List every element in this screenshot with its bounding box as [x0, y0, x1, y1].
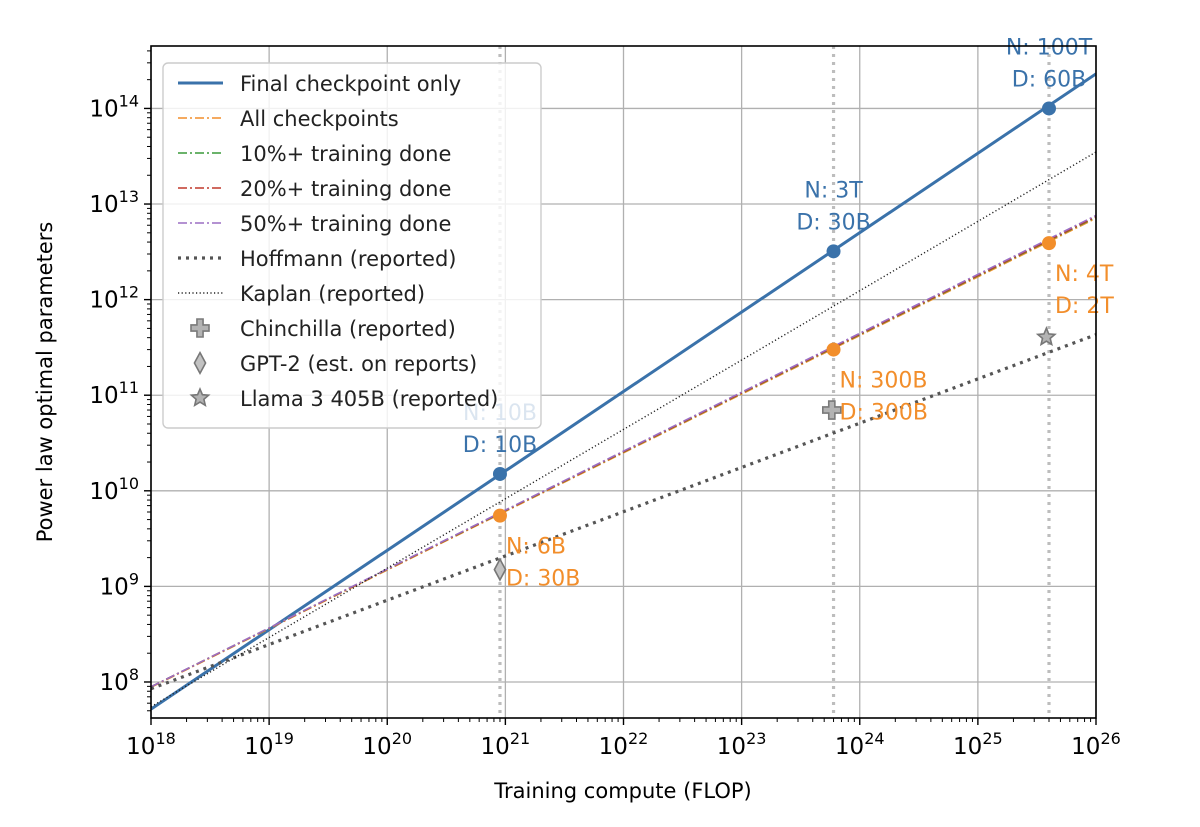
y-axis-ticks: 108 109 1010 1011 1012 1013 1014 [89, 50, 151, 712]
annotation-d: D: 30B [796, 210, 870, 235]
annotation-d: D: 10B [463, 433, 537, 458]
annotation-n: N: 300B [840, 369, 928, 394]
y-tick-label: 1011 [89, 378, 139, 409]
highlight-point [492, 466, 507, 481]
series-lines [151, 72, 1096, 711]
legend-label: Final checkpoint only [240, 72, 461, 96]
x-tick-label: 1023 [717, 729, 767, 760]
annotation-d: D: 60B [1012, 67, 1086, 92]
series-line [151, 214, 1096, 688]
highlight-points [492, 101, 1056, 523]
legend-label: All checkpoints [240, 107, 399, 131]
legend-label: 20%+ training done [240, 177, 451, 201]
annotation-d: D: 30B [506, 567, 580, 592]
x-axis-ticks: 1018 1019 1020 1021 1022 1023 1024 1025 1026 [126, 718, 1121, 760]
y-tick-label: 109 [100, 569, 139, 600]
x-axis-label: Training compute (FLOP) [493, 779, 751, 803]
reference-model-markers [493, 325, 1057, 582]
x-tick-label: 1019 [244, 729, 294, 760]
legend-label: 10%+ training done [240, 142, 451, 166]
highlight-point [492, 508, 507, 523]
highlight-point [1041, 101, 1056, 116]
legend-label: 50%+ training done [240, 212, 451, 236]
y-tick-label: 1012 [89, 283, 139, 314]
legend-label: Hoffmann (reported) [240, 247, 457, 271]
y-axis-label: Power law optimal parameters [33, 222, 57, 543]
y-tick-label: 108 [100, 665, 139, 696]
annotation-n: N: 100T [1006, 35, 1093, 60]
legend-marker-star [189, 386, 211, 407]
highlight-point [826, 342, 841, 357]
legend-marker-plus [190, 318, 210, 338]
annotation-n: N: 3T [804, 178, 863, 203]
series-line [151, 333, 1096, 691]
series-line [151, 72, 1096, 711]
annotation-n: N: 4T [1055, 262, 1114, 287]
highlight-point [1041, 236, 1056, 251]
legend: Final checkpoint only All checkpoints 10%+… [162, 62, 542, 429]
x-tick-label: 1020 [362, 729, 412, 760]
y-tick-label: 1013 [89, 187, 139, 218]
x-tick-label: 1022 [599, 729, 649, 760]
legend-label: Llama 3 405B (reported) [240, 387, 498, 411]
highlight-point [826, 244, 841, 259]
annotation-n: N: 6B [506, 535, 566, 560]
reference-marker-diamond [493, 557, 507, 582]
legend-label: Chinchilla (reported) [240, 317, 456, 341]
x-tick-label: 1018 [126, 729, 176, 760]
legend-label: GPT-2 (est. on reports) [240, 352, 477, 376]
x-tick-label: 1025 [953, 729, 1003, 760]
legend-box [162, 62, 542, 429]
x-tick-label: 1021 [481, 729, 531, 760]
annotation-d: D: 2T [1055, 294, 1114, 319]
reference-marker-plus [822, 400, 842, 420]
x-tick-label: 1024 [835, 729, 885, 760]
series-line [151, 151, 1096, 708]
legend-label: Kaplan (reported) [240, 282, 425, 306]
x-tick-label: 1026 [1071, 729, 1121, 760]
y-tick-label: 1010 [89, 474, 139, 505]
reference-marker-star [1035, 325, 1057, 347]
y-tick-label: 1014 [89, 91, 139, 122]
legend-marker-diamond [193, 350, 207, 376]
annotation-d: D: 300B [840, 401, 928, 426]
